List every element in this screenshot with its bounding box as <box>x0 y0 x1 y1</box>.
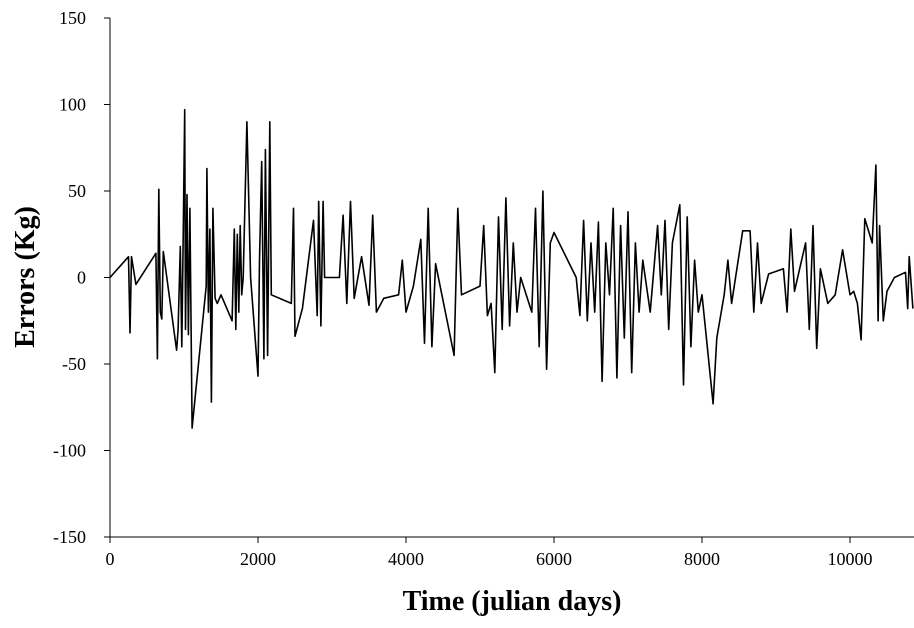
x-tick-label: 0 <box>106 549 115 569</box>
x-axis-title: Time (julian days) <box>403 586 622 617</box>
y-tick-label: 50 <box>68 181 86 201</box>
y-tick-label: 100 <box>59 95 86 115</box>
y-tick-label: -50 <box>62 354 86 374</box>
x-tick-label: 2000 <box>240 549 276 569</box>
y-tick-label: 150 <box>59 8 86 28</box>
x-tick-label: 4000 <box>388 549 424 569</box>
y-axis-title: Errors (Kg) <box>10 206 41 348</box>
x-tick-label: 6000 <box>536 549 572 569</box>
x-tick-label: 10000 <box>827 549 872 569</box>
y-tick-label: 0 <box>77 268 86 288</box>
data-line <box>109 108 914 429</box>
y-tick-label: -150 <box>53 527 86 547</box>
x-tick-label: 8000 <box>684 549 720 569</box>
y-tick-label: -100 <box>53 441 86 461</box>
